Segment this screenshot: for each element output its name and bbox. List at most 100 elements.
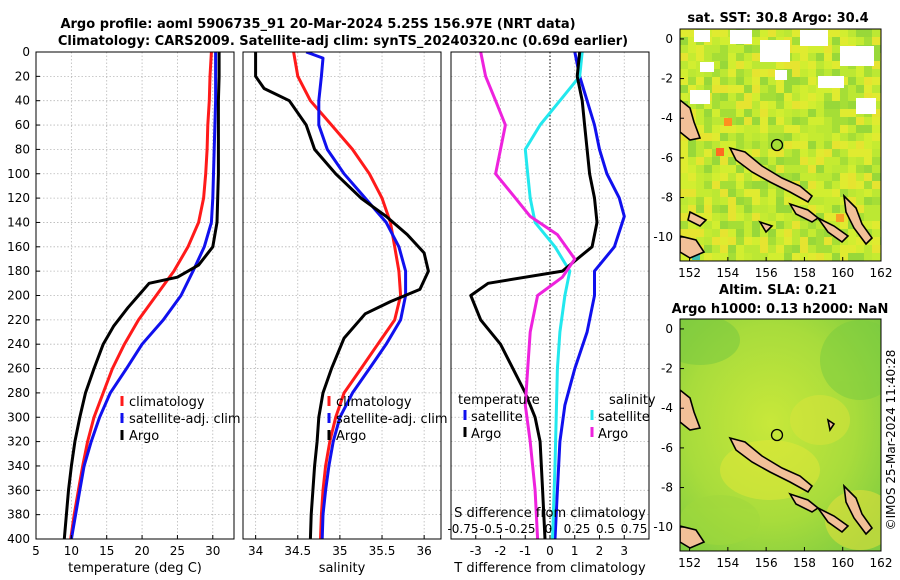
temperature-xtick-2: 15 xyxy=(99,544,114,558)
sst-map-ytick-1: -2 xyxy=(661,72,673,86)
sla-map-subtitle: Argo h1000: 0.13 h2000: NaN xyxy=(672,302,889,317)
diff-legend-label-2: satellite xyxy=(598,410,650,425)
depth-tick-14: 280 xyxy=(7,386,30,400)
temperature-line-1 xyxy=(69,52,218,539)
sla-map-ytick-2: -4 xyxy=(661,401,673,415)
diff-legend-label-1: Argo xyxy=(471,427,501,442)
difference-xtick-4: 1 xyxy=(571,544,579,558)
difference-line-3 xyxy=(479,52,577,539)
sst-map-xtick-3: 158 xyxy=(793,266,816,280)
depth-tick-9: 180 xyxy=(7,264,30,278)
sla-map-ytick-0: 0 xyxy=(665,322,673,336)
difference-line-0 xyxy=(553,52,626,539)
sst-map-ytick-2: -4 xyxy=(661,111,673,125)
diff-s-tick-4: 0.25 xyxy=(564,522,591,536)
sst-argo-marker xyxy=(770,138,784,152)
difference-xtick-3: 0 xyxy=(546,544,554,558)
depth-tick-6: 120 xyxy=(7,191,30,205)
temperature-xlabel: temperature (deg C) xyxy=(68,561,202,576)
sla-map-frame xyxy=(679,318,882,552)
diff-legend-label-3: Argo xyxy=(598,427,628,442)
difference-line-2 xyxy=(469,52,599,539)
sst-map-xtick-4: 160 xyxy=(831,266,854,280)
sla-map-xtick-3: 158 xyxy=(793,556,816,570)
diff-legend-title-t: temperature xyxy=(458,393,540,408)
temperature-legend-label-1: satellite-adj. clim xyxy=(129,412,241,427)
salinity-legend-label-1: satellite-adj. clim xyxy=(336,412,448,427)
sst-land xyxy=(680,98,874,259)
temperature-line-0 xyxy=(69,52,213,539)
difference-xtick-6: 3 xyxy=(620,544,628,558)
sst-map-title: sat. SST: 30.8 Argo: 30.4 xyxy=(687,11,868,26)
temperature-xtick-4: 25 xyxy=(170,544,185,558)
sla-map xyxy=(680,319,881,551)
sla-map-xtick-5: 162 xyxy=(870,556,893,570)
diff-s-xlabel: S difference from climatology xyxy=(454,506,646,521)
temperature-line-2 xyxy=(62,52,221,539)
difference-xtick-0: -3 xyxy=(470,544,482,558)
difference-series xyxy=(469,52,626,539)
difference-xtick-5: 2 xyxy=(596,544,604,558)
diff-s-tick-5: 0.5 xyxy=(596,522,615,536)
sla-map-ytick-1: -2 xyxy=(661,362,673,376)
depth-tick-3: 60 xyxy=(15,118,30,132)
depth-tick-20: 400 xyxy=(7,532,30,546)
depth-tick-2: 40 xyxy=(15,94,30,108)
salinity-line-2 xyxy=(254,52,430,539)
depth-tick-1: 20 xyxy=(15,69,30,83)
imos-timestamp: ©IMOS 25-Mar-2024 11:40:28 xyxy=(884,350,898,531)
depth-tick-8: 160 xyxy=(7,240,30,254)
sla-map-xtick-4: 160 xyxy=(831,556,854,570)
sst-map xyxy=(680,29,881,261)
depth-tick-7: 140 xyxy=(7,215,30,229)
sst-map-xtick-2: 156 xyxy=(755,266,778,280)
sst-map-ytick-4: -8 xyxy=(661,191,673,205)
temperature-legend-label-2: Argo xyxy=(129,429,159,444)
salinity-xlabel: salinity xyxy=(319,561,366,576)
diff-legend-title-s: salinity xyxy=(609,393,656,408)
salinity-xtick-4: 36 xyxy=(417,544,432,558)
temperature-xtick-5: 30 xyxy=(205,544,220,558)
depth-tick-0: 0 xyxy=(22,45,30,59)
diff-s-tick-6: 0.75 xyxy=(621,522,648,536)
sla-map-xtick-0: 152 xyxy=(678,556,701,570)
depth-tick-10: 200 xyxy=(7,289,30,303)
sla-map-ytick-4: -8 xyxy=(661,481,673,495)
sla-argo-marker xyxy=(770,428,784,442)
salinity-xtick-3: 35.5 xyxy=(369,544,396,558)
difference-panel: -3 -2 -1 0 1 2 3 T difference from climatology t… xyxy=(447,51,656,576)
salinity-xtick-1: 34.5 xyxy=(284,544,311,558)
diff-s-tick-2: -0.25 xyxy=(504,522,535,536)
salinity-line-0 xyxy=(292,52,403,539)
sla-map-xtick-2: 156 xyxy=(755,556,778,570)
sst-map-frame xyxy=(679,28,882,262)
salinity-legend-label-2: Argo xyxy=(336,429,366,444)
depth-tick-12: 240 xyxy=(7,337,30,351)
diff-s-tick-1: -0.5 xyxy=(480,522,503,536)
sst-cloud-gaps xyxy=(690,30,876,114)
depth-tick-4: 80 xyxy=(15,142,30,156)
sst-map-ytick-5: -10 xyxy=(653,230,673,244)
temperature-series xyxy=(62,52,221,539)
depth-tick-13: 260 xyxy=(7,362,30,376)
figure-title-line1: Argo profile: aoml 5906735_91 20-Mar-202… xyxy=(60,17,575,32)
salinity-xtick-2: 35 xyxy=(332,544,347,558)
sla-map-ytick-5: -10 xyxy=(653,520,673,534)
temperature-xtick-1: 10 xyxy=(64,544,79,558)
sla-map-title: Altim. SLA: 0.21 xyxy=(719,283,837,298)
depth-tick-19: 380 xyxy=(7,508,30,522)
salinity-line-1 xyxy=(305,52,408,539)
figure-title-line2: Climatology: CARS2009. Satellite-adj cli… xyxy=(58,34,628,49)
salinity-frame xyxy=(242,51,442,540)
sst-map-xtick-5: 162 xyxy=(870,266,893,280)
salinity-series xyxy=(254,52,430,539)
difference-xtick-2: -1 xyxy=(519,544,531,558)
diff-s-tick-0: -0.75 xyxy=(447,522,478,536)
sst-map-xtick-1: 154 xyxy=(716,266,739,280)
depth-tick-18: 360 xyxy=(7,483,30,497)
difference-xtick-1: -2 xyxy=(495,544,507,558)
salinity-panel: 34 34.5 35 35.5 36 salinity climatology satelli… xyxy=(242,51,448,576)
salinity-legend-label-0: climatology xyxy=(336,395,412,410)
depth-tick-5: 100 xyxy=(7,167,30,181)
